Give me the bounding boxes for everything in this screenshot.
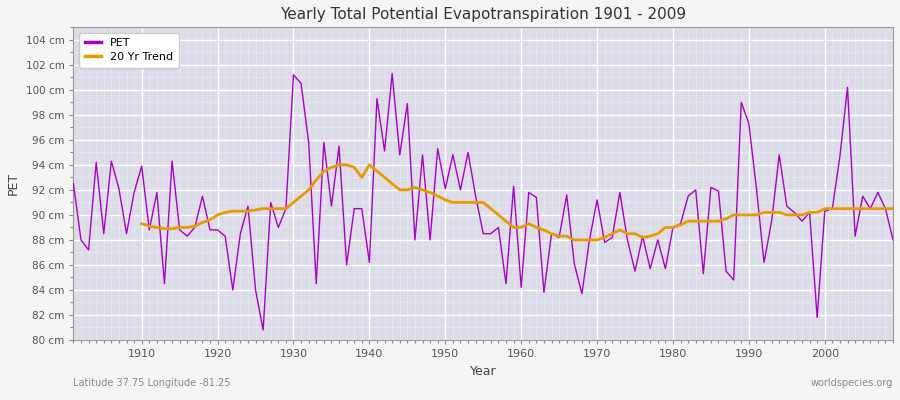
- PET: [531, 195, 542, 200]
- Title: Yearly Total Potential Evapotranspiration 1901 - 2009: Yearly Total Potential Evapotranspiratio…: [280, 7, 687, 22]
- PET: [303, 140, 314, 145]
- PET: [129, 190, 140, 195]
- PET: [68, 181, 79, 186]
- Y-axis label: PET: PET: [7, 172, 20, 195]
- 20 Yr Trend: [842, 206, 853, 211]
- 20 Yr Trend: [865, 206, 876, 211]
- Legend: PET, 20 Yr Trend: PET, 20 Yr Trend: [79, 33, 179, 68]
- 20 Yr Trend: [599, 235, 610, 240]
- Line: 20 Yr Trend: 20 Yr Trend: [141, 165, 893, 240]
- 20 Yr Trend: [569, 238, 580, 242]
- 20 Yr Trend: [334, 162, 345, 167]
- PET: [622, 238, 633, 242]
- PET: [257, 328, 268, 332]
- 20 Yr Trend: [136, 221, 147, 226]
- 20 Yr Trend: [281, 206, 292, 211]
- X-axis label: Year: Year: [470, 364, 497, 378]
- Text: worldspecies.org: worldspecies.org: [811, 378, 893, 388]
- Text: Latitude 37.75 Longitude -81.25: Latitude 37.75 Longitude -81.25: [74, 378, 231, 388]
- PET: [887, 238, 898, 242]
- PET: [387, 71, 398, 76]
- Line: PET: PET: [74, 74, 893, 330]
- PET: [524, 190, 535, 195]
- 20 Yr Trend: [531, 225, 542, 230]
- 20 Yr Trend: [310, 178, 321, 182]
- PET: [349, 206, 360, 211]
- 20 Yr Trend: [887, 206, 898, 211]
